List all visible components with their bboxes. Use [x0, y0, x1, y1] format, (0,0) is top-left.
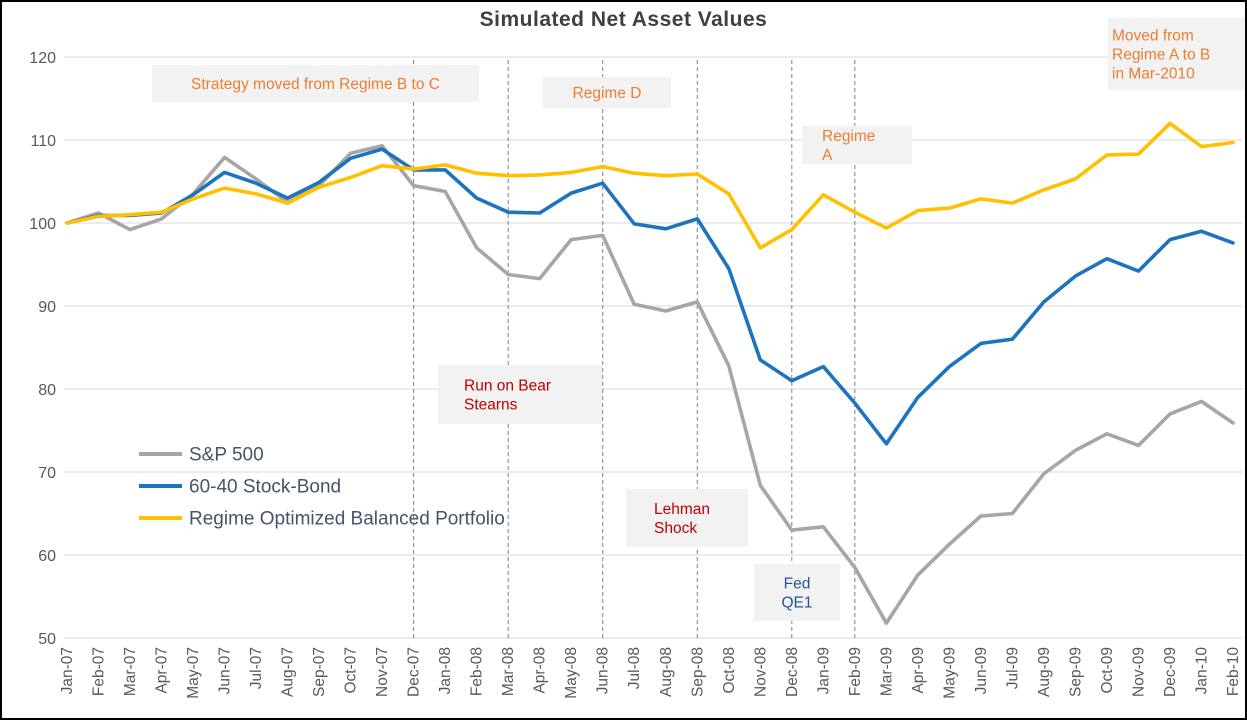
x-axis-tick-label: Oct-07	[343, 647, 360, 694]
x-axis-tick-label: Oct-09	[1099, 647, 1116, 694]
annotation-text: Regime D	[573, 85, 642, 102]
annotation-text: Fed	[784, 576, 811, 593]
legend-item-1: 60-40 Stock-Bond	[139, 477, 341, 498]
series-line-2	[65, 121, 1235, 250]
x-axis-tick-label: Feb-08	[469, 647, 486, 696]
x-axis-tick-label: Aug-07	[280, 647, 297, 697]
annotation-regime-a: Regime A	[802, 126, 912, 164]
legend-label-0: S&P 500	[189, 445, 264, 466]
annotation-text: Moved from	[1112, 28, 1194, 45]
annotation-regime-d: Regime D	[543, 77, 671, 108]
x-axis-tick-label: Jan-08	[437, 647, 454, 694]
annotation-text: Stearns	[464, 397, 518, 414]
annotation-text: Lehman	[654, 501, 710, 518]
annotation-text: in Mar-2010	[1112, 66, 1195, 83]
y-axis-tick-label: 120	[29, 50, 56, 67]
series-line-0	[65, 144, 1235, 625]
x-axis-tick-label: Dec-07	[406, 647, 423, 697]
x-axis-tick-label: Jan-09	[815, 647, 832, 694]
x-axis-tick-label: Jul-08	[626, 647, 643, 689]
x-axis-tick-label: Jun-07	[217, 647, 234, 694]
x-axis-tick-label: May-08	[563, 647, 580, 699]
x-axis-tick-label: Feb-10	[1225, 647, 1242, 696]
x-axis-tick-label: Oct-08	[721, 647, 738, 694]
x-axis-tick-label: Mar-07	[122, 647, 139, 696]
x-axis-tick-label: Jun-09	[973, 647, 990, 694]
x-axis-tick-label: Jan-10	[1193, 647, 1210, 695]
x-axis-tick-label: Feb-07	[91, 647, 108, 696]
annotation-text: Run on Bear	[464, 378, 551, 395]
annotation-lehman-shock: Lehman Shock	[626, 489, 748, 547]
annotation-box-fed-qe1	[754, 564, 840, 621]
x-axis-tick-label: Jun-08	[595, 647, 612, 694]
y-axis-tick-label: 80	[38, 382, 56, 399]
x-axis-tick-label: Mar-08	[500, 647, 517, 696]
x-axis-tick-label: Jul-09	[1004, 647, 1021, 689]
y-axis-tick-label: 70	[38, 465, 56, 482]
annotation-box-bear-stearns	[438, 365, 602, 424]
annotation-text: QE1	[781, 595, 812, 612]
x-axis-tick-label: Apr-07	[154, 647, 171, 694]
annotation-bear-stearns: Run on Bear Stearns	[438, 365, 602, 424]
annotation-text: Strategy moved from Regime B to C	[191, 76, 440, 93]
x-axis-tick-label: Sep-09	[1067, 647, 1084, 697]
annotation-box-regime-a	[802, 126, 912, 164]
chart-title: Simulated Net Asset Values	[479, 8, 768, 31]
annotation-regime-a-to-b: Moved from Regime A to B in Mar-2010	[1108, 18, 1245, 90]
x-axis-tick-label: Apr-08	[532, 647, 549, 694]
y-axis-tick-label: 50	[38, 631, 56, 648]
annotation-regime-b-to-c: Strategy moved from Regime B to C	[152, 65, 479, 102]
annotation-box-regime-d	[543, 77, 671, 108]
legend-item-0: S&P 500	[139, 445, 264, 466]
x-axis-tick-label: Dec-09	[1162, 647, 1179, 697]
annotation-box-lehman-shock	[626, 489, 748, 547]
x-axis-tick-label: Nov-08	[752, 647, 769, 697]
annotation-text: Regime A to B	[1112, 47, 1210, 64]
annotation-box-regime-a-to-b	[1108, 18, 1245, 90]
annotation-text: Regime	[822, 128, 875, 145]
x-axis-tick-label: May-07	[185, 647, 202, 699]
y-axis-tick-label: 110	[30, 133, 56, 150]
series-line-1	[65, 147, 1235, 446]
y-axis-tick-label: 100	[29, 216, 56, 233]
x-axis-tick-label: Dec-08	[784, 647, 801, 697]
annotation-fed-qe1: Fed QE1	[754, 564, 840, 621]
y-axis-tick-label: 90	[38, 299, 56, 316]
x-axis-tick-label: Aug-09	[1036, 647, 1053, 697]
x-axis-tick-label: Nov-09	[1130, 647, 1147, 697]
x-axis-tick-label: Nov-07	[374, 647, 391, 697]
x-axis-tick-label: Sep-07	[311, 647, 328, 697]
legend-label-2: Regime Optimized Balanced Portfolio	[189, 509, 505, 530]
x-axis-tick-label: May-09	[941, 647, 958, 699]
legend-item-2: Regime Optimized Balanced Portfolio	[139, 509, 505, 530]
annotation-box-regime-b-to-c	[152, 65, 479, 102]
y-axis-tick-label: 60	[38, 548, 56, 565]
x-axis-tick-label: Jan-07	[59, 647, 76, 694]
x-axis-tick-label: Feb-09	[847, 647, 864, 696]
legend-label-1: 60-40 Stock-Bond	[189, 477, 341, 498]
x-axis-tick-label: Apr-09	[910, 647, 927, 694]
annotation-text: Shock	[654, 520, 697, 537]
x-axis-tick-label: Mar-09	[878, 647, 895, 696]
annotation-text: A	[822, 147, 833, 164]
x-axis-tick-label: Sep-08	[689, 647, 706, 697]
x-axis-tick-label: Aug-08	[658, 647, 675, 697]
x-axis-tick-label: Jul-07	[248, 647, 265, 689]
